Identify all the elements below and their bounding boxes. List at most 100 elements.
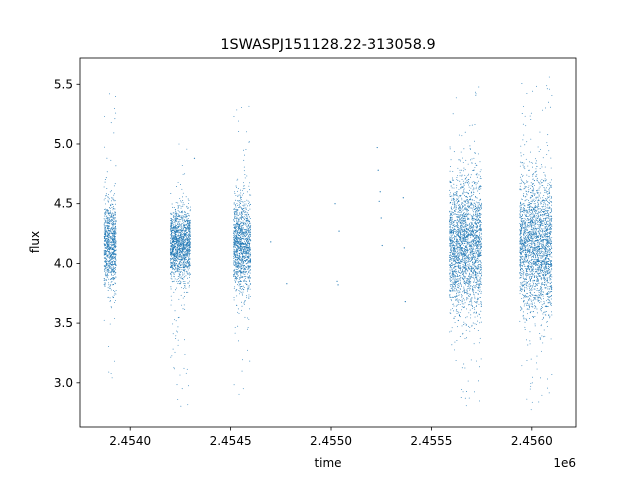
data-point	[456, 184, 458, 186]
data-point	[478, 264, 480, 266]
data-point	[175, 289, 176, 291]
data-point	[460, 263, 462, 264]
data-point	[243, 269, 245, 271]
data-point	[180, 265, 182, 267]
data-point	[189, 258, 191, 260]
data-point	[236, 230, 238, 232]
data-point	[458, 232, 459, 234]
data-point	[115, 264, 117, 266]
data-point	[454, 204, 456, 206]
data-point	[111, 247, 113, 249]
data-point	[468, 304, 469, 306]
data-point	[106, 196, 108, 198]
data-point	[178, 282, 180, 284]
data-point	[465, 329, 467, 331]
data-point	[238, 263, 240, 265]
data-point	[181, 239, 183, 241]
data-point	[176, 244, 178, 246]
data-point	[182, 256, 184, 258]
data-point	[114, 292, 116, 294]
data-point	[242, 257, 244, 259]
data-point	[466, 207, 468, 209]
data-point	[246, 216, 248, 217]
data-point	[248, 219, 250, 221]
data-point	[173, 245, 175, 247]
data-point	[184, 248, 186, 250]
data-point	[111, 264, 113, 265]
data-point	[449, 264, 451, 266]
data-point	[450, 243, 452, 245]
data-point	[464, 252, 466, 254]
data-point	[243, 267, 245, 269]
data-point	[481, 239, 482, 241]
data-point	[245, 210, 247, 212]
data-point	[245, 233, 247, 235]
data-point	[248, 267, 250, 269]
data-point	[466, 316, 468, 318]
data-point	[478, 285, 480, 287]
data-point	[450, 226, 452, 228]
data-point	[237, 240, 239, 242]
data-point	[245, 148, 247, 150]
data-point	[109, 232, 111, 234]
data-point	[463, 291, 465, 293]
data-point	[112, 240, 114, 242]
data-point	[172, 206, 173, 208]
data-point	[114, 200, 116, 202]
data-point	[233, 230, 235, 232]
data-point	[456, 294, 457, 296]
data-point	[471, 239, 473, 241]
data-point	[177, 216, 179, 217]
data-point	[242, 254, 243, 256]
data-point	[171, 243, 173, 245]
data-point	[186, 206, 188, 208]
data-point	[466, 181, 468, 183]
data-point	[184, 275, 186, 277]
data-point	[451, 214, 453, 216]
data-point	[104, 146, 105, 148]
data-point	[170, 288, 172, 290]
data-point	[172, 237, 174, 238]
data-point	[189, 242, 191, 244]
data-point	[460, 275, 462, 277]
data-point	[174, 220, 176, 222]
data-point	[111, 220, 113, 222]
data-point	[177, 398, 179, 400]
data-point	[249, 233, 251, 235]
data-point	[238, 239, 240, 241]
data-point	[461, 217, 463, 219]
data-point	[453, 283, 455, 285]
data-point	[457, 239, 459, 240]
data-point	[464, 204, 466, 206]
data-point	[476, 211, 478, 213]
data-point	[177, 249, 179, 251]
data-point	[475, 182, 477, 184]
data-point	[474, 269, 475, 271]
data-point	[173, 228, 175, 230]
data-point	[183, 269, 185, 271]
data-point	[248, 298, 250, 299]
data-point	[105, 273, 106, 275]
data-point	[236, 253, 238, 255]
data-point	[249, 218, 251, 220]
data-point	[469, 269, 471, 271]
data-point	[467, 213, 469, 215]
data-point	[107, 296, 109, 298]
data-point	[459, 251, 461, 253]
data-point	[481, 275, 482, 277]
data-point	[242, 211, 244, 213]
data-point	[476, 256, 478, 258]
data-point	[456, 242, 458, 243]
data-point	[245, 218, 247, 219]
data-point	[462, 162, 464, 163]
data-point	[460, 227, 462, 229]
data-point	[465, 299, 467, 301]
data-point	[250, 234, 252, 236]
data-point	[111, 217, 113, 218]
data-point	[464, 240, 466, 242]
data-point	[449, 252, 451, 253]
data-point	[465, 159, 467, 161]
data-point	[110, 373, 112, 374]
data-point	[244, 231, 246, 233]
data-point	[180, 201, 182, 203]
